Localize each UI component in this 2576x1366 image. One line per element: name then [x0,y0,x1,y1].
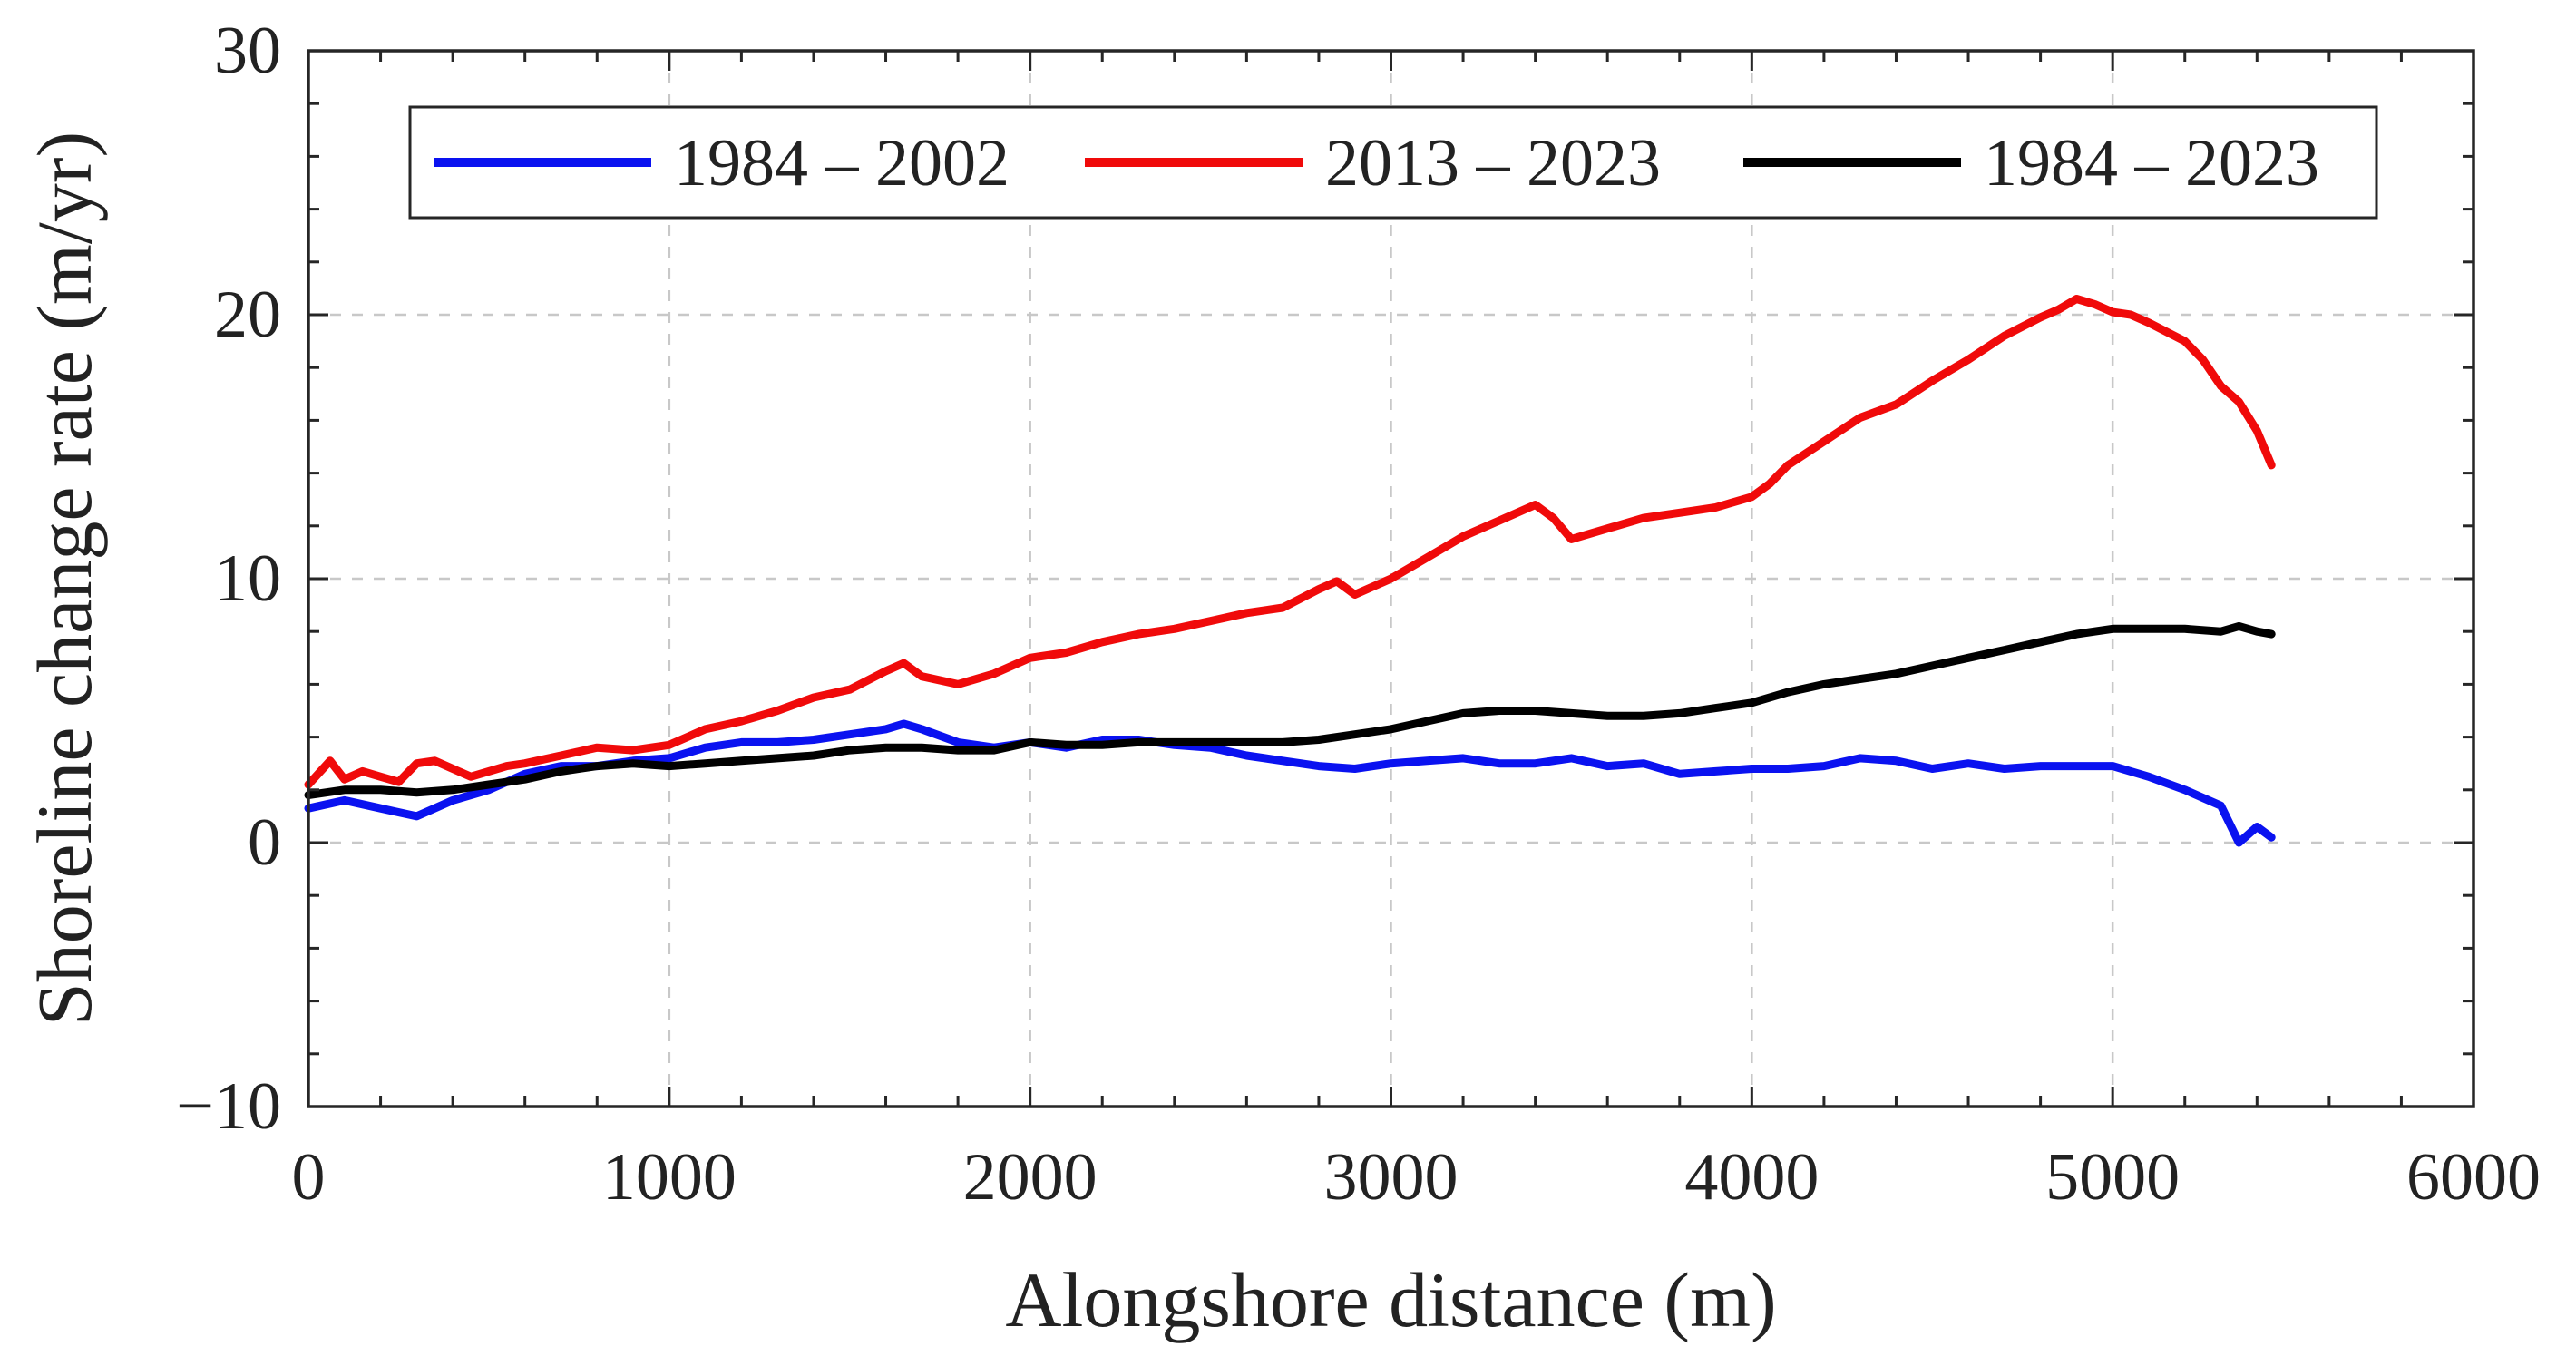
x-tick-label: 5000 [2045,1140,2180,1215]
legend-label-1: 1984 – 2002 [674,126,1010,200]
y-axis-label: Shoreline change rate (m/yr) [21,132,108,1026]
x-tick-label: 6000 [2406,1140,2541,1215]
legend-box [408,105,2378,220]
legend-label-3: 1984 – 2023 [1984,126,2319,200]
x-axis-label: Alongshore distance (m) [1005,1256,1776,1343]
series-layer [304,295,2276,847]
x-tick-label: 2000 [963,1140,1098,1215]
y-tick-label: 0 [248,805,281,880]
tick-layer [307,49,2475,1108]
x-tick-label: 4000 [1684,1140,1819,1215]
x-tick-label: 3000 [1324,1140,1459,1215]
x-tick-label: 1000 [602,1140,737,1215]
x-tick-label: 0 [292,1140,326,1215]
series-line-2 [304,295,2276,789]
series-line-3 [304,621,2276,800]
y-tick-label: 20 [214,278,281,352]
legend: 1984 – 2002 2013 – 2023 1984 – 2023 [408,105,2378,220]
legend-label-2: 2013 – 2023 [1325,126,1661,200]
y-tick-label: −10 [176,1069,281,1144]
y-tick-label: 30 [214,14,281,88]
series-line-1 [304,719,2276,847]
y-tick-label: 10 [214,542,281,616]
